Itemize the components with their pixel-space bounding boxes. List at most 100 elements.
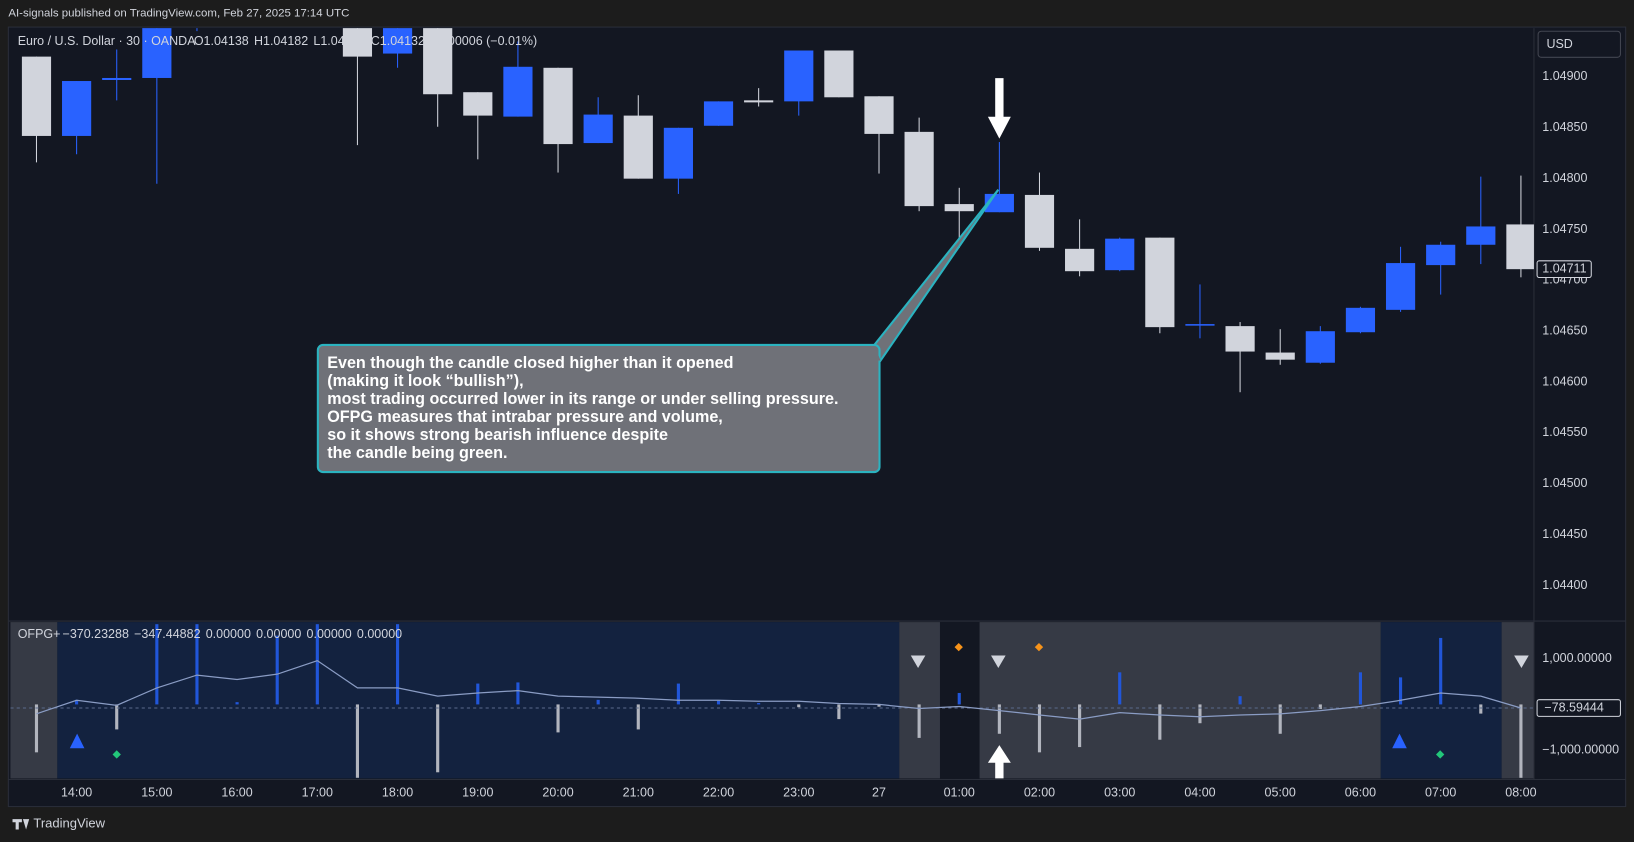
- indicator-bar: [997, 704, 1001, 734]
- indicator-bar: [1318, 704, 1322, 710]
- price-pane: [21, 28, 1534, 393]
- indicator-bar: [837, 704, 841, 720]
- indicator-line: [36, 659, 1522, 720]
- indicator-bar: [1479, 704, 1483, 714]
- zone: [899, 622, 940, 779]
- candle-body: [864, 96, 894, 134]
- ohlc-value: O1.04138: [194, 34, 249, 48]
- indicator-bar: [1078, 704, 1082, 748]
- y-tick-label: 1.04400: [1542, 578, 1587, 592]
- logo: [12, 819, 30, 830]
- indicator-value: 0.00000: [206, 627, 251, 641]
- indicator-bar: [676, 683, 680, 705]
- x-tick-label: 06:00: [1345, 785, 1376, 799]
- callout-line: the candle being green.: [327, 444, 507, 462]
- last-price-box: [1536, 260, 1592, 279]
- signal-down: [910, 655, 926, 668]
- x-tick-label: 23:00: [783, 785, 814, 799]
- candle-body: [1225, 326, 1255, 352]
- x-tick-label: 08:00: [1505, 785, 1536, 799]
- zone: [10, 622, 58, 779]
- indicator-value: 0.00000: [256, 627, 301, 641]
- indicator-legend: −370.23288 −347.44882 0.00000 0.00000 0.0000…: [63, 627, 403, 641]
- x-tick-label: 02:00: [1024, 785, 1055, 799]
- indicator-bar: [636, 704, 640, 730]
- x-tick-label: 18:00: [382, 785, 413, 799]
- candle-body: [543, 67, 573, 145]
- candle-body: [824, 50, 854, 98]
- indicator-bar: [315, 624, 319, 705]
- x-tick-label: 01:00: [944, 785, 975, 799]
- indicator-bar: [596, 699, 600, 705]
- x-tick-label: 16:00: [221, 785, 252, 799]
- x-tick-label: 21:00: [623, 785, 654, 799]
- candle-body: [1024, 194, 1055, 248]
- arrow-down: [987, 78, 1011, 139]
- ohlc-value: H1.04182: [254, 34, 308, 48]
- last-price-label: 1.04711: [1542, 261, 1586, 275]
- candle-body: [1065, 248, 1095, 272]
- candle-body: [1145, 237, 1175, 328]
- indicator-bar: [716, 700, 721, 705]
- x-tick-label: 15:00: [141, 785, 172, 799]
- candle-body: [744, 100, 774, 103]
- currency-button[interactable]: [1537, 30, 1621, 58]
- x-tick-label: 27: [872, 785, 886, 799]
- zone: [979, 622, 1381, 779]
- indicator-bar: [516, 682, 520, 705]
- candle-body: [1385, 263, 1416, 310]
- candle-body: [944, 204, 974, 212]
- signal-up: [69, 733, 85, 749]
- diamond: [954, 642, 963, 652]
- symbol: Euro / U.S. Dollar · 30 · OANDA: [18, 34, 196, 48]
- candle-body: [1426, 244, 1456, 266]
- indicator-bar: [917, 704, 921, 738]
- candle-body: [703, 101, 734, 126]
- candle-body: [463, 92, 493, 116]
- indicator-bar: [1158, 704, 1162, 740]
- callout-line: so it shows strong bearish influence des…: [327, 426, 668, 444]
- indicator-bar: [877, 704, 881, 707]
- arrow-up: [987, 745, 1011, 779]
- candle-body: [583, 114, 613, 144]
- x-tick-label: 04:00: [1184, 785, 1215, 799]
- x-tick-label: 14:00: [61, 785, 92, 799]
- indicator-bar: [1519, 704, 1523, 778]
- candle-body: [1506, 224, 1534, 270]
- indicator-pane: [10, 624, 1534, 778]
- candle-body: [1105, 238, 1135, 271]
- x-tick-label: 20:00: [542, 785, 573, 799]
- indicator-bar: [757, 703, 761, 705]
- candle-body: [342, 28, 373, 57]
- indicator-value: −347.44882: [134, 627, 200, 641]
- x-tick-label: 05:00: [1265, 785, 1296, 799]
- candle-body: [142, 28, 172, 78]
- callout-joint: [869, 348, 881, 361]
- x-tick-label: 07:00: [1425, 785, 1456, 799]
- candle-body: [1305, 331, 1335, 363]
- y2-tick-label: −1,000.00000: [1542, 743, 1619, 757]
- callout-line: most trading occurred lower in its range…: [327, 390, 838, 408]
- signal-down: [991, 655, 1006, 668]
- candle-body: [423, 28, 453, 95]
- indicator-bar: [34, 704, 39, 753]
- x-tick-label: 17:00: [302, 785, 333, 799]
- callout-line: OFPG measures that intrabar pressure and…: [327, 408, 723, 426]
- last-value-label: −78.59444: [1544, 700, 1603, 714]
- indicator-bar: [1278, 704, 1282, 734]
- y-tick-label: 1.04750: [1542, 222, 1587, 236]
- candle-body: [503, 66, 533, 117]
- indicator-bar: [1399, 677, 1403, 705]
- y-tick-label: 1.04600: [1542, 374, 1587, 388]
- indicator-bar: [1238, 696, 1242, 705]
- currency[interactable]: USD: [1546, 37, 1572, 51]
- indicator-value: 0.00000: [307, 627, 352, 641]
- candle-body: [663, 127, 693, 179]
- candle-body: [1345, 307, 1376, 333]
- indicator-bar: [275, 635, 279, 705]
- signal-down: [1514, 655, 1529, 668]
- candle-body: [382, 28, 413, 54]
- y-tick-label: 1.04500: [1542, 476, 1587, 490]
